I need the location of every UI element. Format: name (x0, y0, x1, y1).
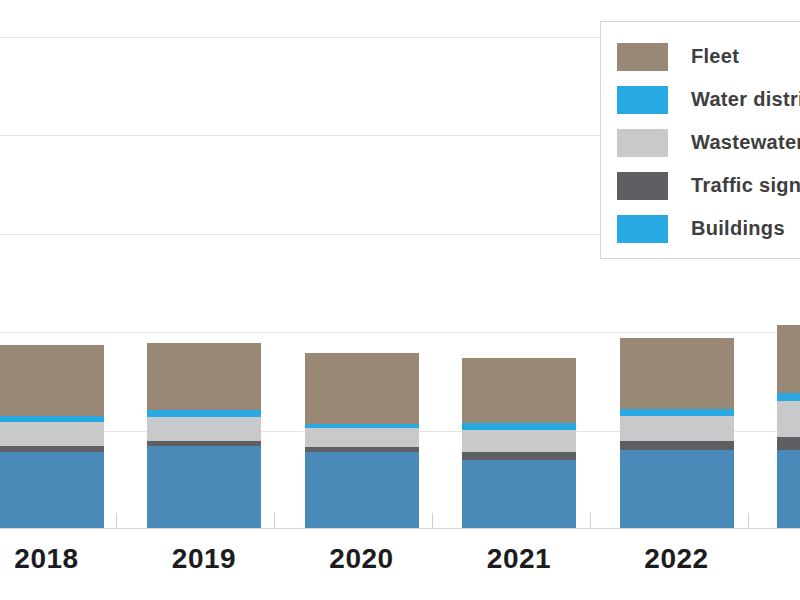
legend-swatch-wastewater (617, 129, 668, 157)
stacked-bar-chart: Fleet Water distribution Wastewater Traffic… (0, 0, 800, 600)
legend-label-traffic-signals: Traffic signals (691, 174, 800, 197)
x-axis-label-2018: 2018 (0, 543, 127, 575)
bar-segment-wastewater-2023[interactable] (777, 401, 800, 437)
legend-item-fleet[interactable]: Fleet (617, 35, 800, 78)
bar-segment-water-distribution-2023[interactable] (777, 450, 800, 528)
bar-segment-fleet-2018[interactable] (0, 345, 104, 417)
bar-segment-wastewater-2018[interactable] (0, 422, 104, 447)
legend-swatch-water-distribution (617, 86, 668, 114)
bar-segment-buildings-2021[interactable] (462, 423, 576, 430)
legend-swatch-buildings (617, 215, 668, 243)
bar-2021[interactable] (462, 358, 576, 528)
legend-swatch-fleet (617, 43, 668, 71)
legend-item-buildings[interactable]: Buildings (617, 207, 800, 250)
bar-segment-water-distribution-2020[interactable] (305, 452, 419, 528)
x-axis-tick-1 (274, 513, 275, 528)
bar-2019[interactable] (147, 343, 261, 528)
bar-segment-traffic-signals-2023[interactable] (777, 437, 800, 450)
bar-segment-water-distribution-2019[interactable] (147, 446, 261, 528)
x-axis-tick-3 (590, 513, 591, 528)
x-axis-label-2020: 2020 (282, 543, 442, 575)
bar-segment-fleet-2021[interactable] (462, 358, 576, 423)
bar-segment-fleet-2023[interactable] (777, 325, 800, 393)
bar-segment-traffic-signals-2021[interactable] (462, 452, 576, 460)
x-axis-label-2021: 2021 (439, 543, 599, 575)
bar-segment-buildings-2023[interactable] (777, 393, 800, 400)
bar-segment-buildings-2022[interactable] (620, 409, 734, 416)
legend-label-buildings: Buildings (691, 217, 785, 240)
chart-legend: Fleet Water distribution Wastewater Traffic… (600, 21, 800, 259)
bar-2018[interactable] (0, 345, 104, 528)
x-axis-label-2019: 2019 (124, 543, 284, 575)
bar-2023[interactable] (777, 325, 800, 528)
bar-segment-wastewater-2022[interactable] (620, 416, 734, 442)
bar-segment-fleet-2020[interactable] (305, 353, 419, 424)
x-axis-tick-2 (432, 513, 433, 528)
legend-item-wastewater[interactable]: Wastewater (617, 121, 800, 164)
bar-segment-wastewater-2019[interactable] (147, 417, 261, 442)
bar-segment-water-distribution-2018[interactable] (0, 452, 104, 528)
bar-segment-wastewater-2020[interactable] (305, 428, 419, 447)
bar-2020[interactable] (305, 353, 419, 528)
bar-segment-traffic-signals-2022[interactable] (620, 441, 734, 450)
legend-item-water-distribution[interactable]: Water distribution (617, 78, 800, 121)
bar-segment-fleet-2022[interactable] (620, 338, 734, 409)
legend-swatch-traffic-signals (617, 172, 668, 200)
legend-label-fleet: Fleet (691, 45, 739, 68)
bar-segment-wastewater-2021[interactable] (462, 430, 576, 452)
x-axis-label-2022: 2022 (597, 543, 757, 575)
x-axis-tick-0 (116, 513, 117, 528)
bar-segment-water-distribution-2021[interactable] (462, 460, 576, 528)
x-axis-label-2023: 2023 (754, 543, 800, 575)
legend-label-wastewater: Wastewater (691, 131, 800, 154)
bar-2022[interactable] (620, 338, 734, 528)
x-axis-tick-4 (748, 513, 749, 528)
bar-segment-fleet-2019[interactable] (147, 343, 261, 411)
y-gridline-3 (0, 332, 800, 333)
legend-label-water-distribution: Water distribution (691, 88, 800, 111)
legend-item-traffic-signals[interactable]: Traffic signals (617, 164, 800, 207)
bar-segment-water-distribution-2022[interactable] (620, 450, 734, 528)
